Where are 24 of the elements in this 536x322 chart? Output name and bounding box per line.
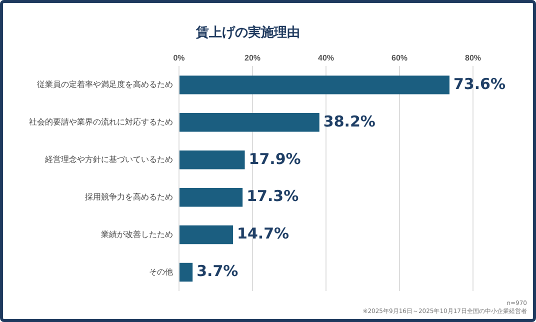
bar xyxy=(180,188,243,207)
bar xyxy=(180,225,234,244)
data-label: 73.6% xyxy=(453,74,506,93)
bar xyxy=(180,150,245,170)
y-tick-label: 従業員の定着率や満足度を高めるため xyxy=(37,80,173,90)
chart-title: 賃上げの実施理由 xyxy=(195,24,300,40)
x-tick-label: 80% xyxy=(464,54,482,63)
y-tick-label: 社会的要請や業界の流れに対応するため xyxy=(29,118,173,127)
bar xyxy=(180,262,193,282)
data-label: 38.2% xyxy=(323,112,376,130)
x-tick-label: 60% xyxy=(391,54,408,63)
y-tick-label: 経営理念や方針に基づいているため xyxy=(44,155,173,164)
y-tick-label: 業績が改善したため xyxy=(101,230,173,240)
bar xyxy=(180,76,450,94)
y-tick-label: 採用競争力を高めるため xyxy=(85,192,173,202)
data-label: 14.7% xyxy=(237,224,290,243)
data-label: 17.9% xyxy=(248,150,301,168)
data-label: 3.7% xyxy=(196,262,238,280)
x-tick-label: 20% xyxy=(244,54,261,63)
data-label: 17.3% xyxy=(246,187,299,206)
x-tick-label: 0% xyxy=(173,54,185,63)
bar xyxy=(180,113,320,132)
y-tick-label: その他 xyxy=(149,267,173,276)
x-tick-label: 40% xyxy=(318,54,334,63)
